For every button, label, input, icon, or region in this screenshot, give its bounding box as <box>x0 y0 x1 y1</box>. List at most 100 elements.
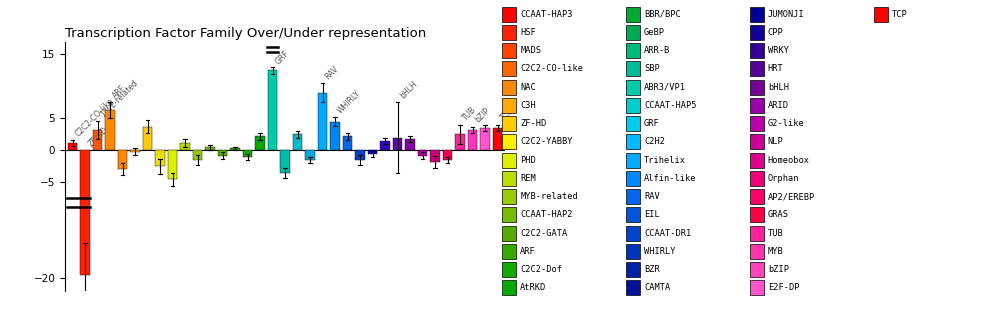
FancyBboxPatch shape <box>750 262 764 277</box>
Bar <box>280 150 290 173</box>
FancyBboxPatch shape <box>750 189 764 204</box>
Text: CCAAT-DR1: CCAAT-DR1 <box>644 228 691 238</box>
Text: PHD: PHD <box>520 156 536 165</box>
Text: MYB: MYB <box>768 247 784 256</box>
Text: C2H2: C2H2 <box>644 137 665 146</box>
Text: Homeobox: Homeobox <box>768 156 810 165</box>
FancyBboxPatch shape <box>750 153 764 168</box>
Text: bZIP: bZIP <box>474 107 492 125</box>
FancyBboxPatch shape <box>626 171 640 186</box>
Text: E2F-DP: E2F-DP <box>768 284 799 292</box>
Text: TUB: TUB <box>768 228 784 238</box>
FancyBboxPatch shape <box>750 116 764 131</box>
Text: MADS: MADS <box>520 46 541 55</box>
FancyBboxPatch shape <box>750 226 764 241</box>
Text: GeBP: GeBP <box>644 28 665 37</box>
Bar <box>330 122 340 150</box>
FancyBboxPatch shape <box>626 134 640 149</box>
Text: RAV: RAV <box>324 64 341 81</box>
Text: ABR3/VP1: ABR3/VP1 <box>644 83 686 92</box>
Bar <box>293 134 302 150</box>
Text: RAV: RAV <box>644 192 660 201</box>
Bar <box>268 70 277 150</box>
Text: CCAAT-HAP5: CCAAT-HAP5 <box>644 101 697 110</box>
FancyBboxPatch shape <box>502 153 516 168</box>
Text: AtRKD: AtRKD <box>520 284 547 292</box>
Bar <box>143 127 152 150</box>
FancyBboxPatch shape <box>750 280 764 295</box>
Text: ARID: ARID <box>768 101 789 110</box>
Text: AP2/EREBP: AP2/EREBP <box>768 192 815 201</box>
Bar <box>80 150 90 275</box>
Text: WRKY: WRKY <box>768 46 789 55</box>
Text: C2C2-CO-like: C2C2-CO-like <box>520 64 583 73</box>
FancyBboxPatch shape <box>626 80 640 95</box>
Bar <box>68 143 77 150</box>
FancyBboxPatch shape <box>626 262 640 277</box>
FancyBboxPatch shape <box>750 171 764 186</box>
Bar <box>168 150 177 179</box>
Bar <box>418 150 427 156</box>
Text: ARR-B: ARR-B <box>644 46 670 55</box>
FancyBboxPatch shape <box>502 207 516 222</box>
Bar <box>93 130 102 150</box>
Bar <box>355 150 365 160</box>
Text: ARF: ARF <box>520 247 536 256</box>
Bar <box>368 150 377 154</box>
Bar <box>130 150 140 152</box>
Text: ARF: ARF <box>111 84 128 100</box>
Bar <box>443 150 452 160</box>
FancyBboxPatch shape <box>750 25 764 40</box>
FancyBboxPatch shape <box>626 189 640 204</box>
Text: C2C2-CO-like: C2C2-CO-like <box>74 96 116 138</box>
Text: C2C2-YABBY: C2C2-YABBY <box>520 137 573 146</box>
Bar <box>480 128 490 150</box>
FancyBboxPatch shape <box>502 171 516 186</box>
FancyBboxPatch shape <box>750 7 764 22</box>
Text: SBP: SBP <box>644 64 660 73</box>
Text: GRF: GRF <box>644 119 660 128</box>
FancyBboxPatch shape <box>626 280 640 295</box>
Bar <box>455 134 465 150</box>
FancyBboxPatch shape <box>502 134 516 149</box>
FancyBboxPatch shape <box>502 189 516 204</box>
Text: G2-like: G2-like <box>768 119 805 128</box>
FancyBboxPatch shape <box>502 43 516 58</box>
Text: NLP: NLP <box>768 137 784 146</box>
Text: bZIP: bZIP <box>768 265 789 274</box>
Bar <box>155 150 165 166</box>
Text: C2C2-Dof: C2C2-Dof <box>520 265 562 274</box>
Text: BBR/BPC: BBR/BPC <box>644 10 681 19</box>
Text: TCP: TCP <box>892 10 907 19</box>
Text: WHIRLY: WHIRLY <box>644 247 676 256</box>
Bar <box>118 150 127 169</box>
FancyBboxPatch shape <box>750 207 764 222</box>
FancyBboxPatch shape <box>750 244 764 259</box>
Text: bHLH: bHLH <box>768 83 789 92</box>
FancyBboxPatch shape <box>874 7 888 22</box>
Text: GRAS: GRAS <box>768 210 789 220</box>
Text: Trihelix: Trihelix <box>644 156 686 165</box>
FancyBboxPatch shape <box>502 116 516 131</box>
FancyBboxPatch shape <box>626 61 640 76</box>
Bar <box>468 130 477 150</box>
Text: REM: REM <box>520 174 536 183</box>
Bar <box>343 136 352 150</box>
FancyBboxPatch shape <box>502 244 516 259</box>
Text: TUB: TUB <box>461 106 478 123</box>
Bar <box>405 139 415 150</box>
Text: JUMONJI: JUMONJI <box>768 10 805 19</box>
Text: BZR: BZR <box>644 265 660 274</box>
FancyBboxPatch shape <box>502 80 516 95</box>
FancyBboxPatch shape <box>502 280 516 295</box>
FancyBboxPatch shape <box>502 25 516 40</box>
FancyBboxPatch shape <box>750 134 764 149</box>
Text: CCAAT-HAP2: CCAAT-HAP2 <box>520 210 573 220</box>
FancyBboxPatch shape <box>626 153 640 168</box>
FancyBboxPatch shape <box>626 25 640 40</box>
FancyBboxPatch shape <box>626 43 640 58</box>
Bar <box>493 128 502 150</box>
Bar <box>230 148 240 150</box>
FancyBboxPatch shape <box>502 98 516 113</box>
Text: WHIRLY: WHIRLY <box>336 89 363 115</box>
